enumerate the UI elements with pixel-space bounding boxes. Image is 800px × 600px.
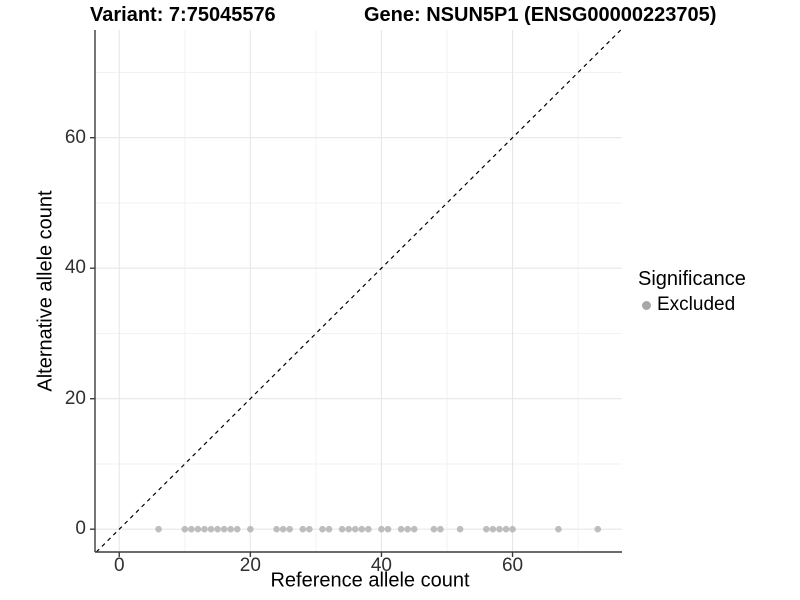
- data-point: [181, 525, 189, 533]
- data-point: [201, 525, 208, 533]
- data-point: [194, 525, 202, 533]
- identity-dashed-line: [95, 29, 622, 553]
- legend-title: Significance: [638, 268, 746, 290]
- legend-item-excluded: Excluded: [638, 294, 746, 316]
- data-point: [188, 525, 195, 533]
- data-point: [214, 525, 221, 533]
- data-point: [345, 525, 352, 533]
- x-axis-label: Reference allele count: [270, 569, 470, 592]
- legend: Significance Excluded: [638, 268, 746, 316]
- x-tick-label: 60: [501, 555, 524, 576]
- legend-item-label: Excluded: [657, 294, 736, 315]
- data-point: [437, 525, 444, 533]
- data-point: [338, 525, 346, 533]
- data-point: [273, 525, 280, 533]
- data-point: [594, 525, 602, 533]
- x-tick-label: 20: [239, 555, 261, 576]
- data-point: [306, 525, 313, 533]
- data-point: [404, 525, 411, 533]
- plot-panel: [90, 29, 622, 557]
- y-tick-label: 60: [64, 126, 86, 148]
- data-point: [319, 525, 326, 533]
- data-point: [456, 525, 464, 533]
- data-point: [207, 525, 215, 533]
- data-point: [247, 525, 254, 533]
- gene-title: Gene: NSUN5P1 (ENSG00000223705): [364, 4, 717, 26]
- x-tick-label: 40: [370, 555, 393, 576]
- data-point: [483, 525, 490, 533]
- data-point: [286, 525, 293, 533]
- data-point: [397, 525, 405, 533]
- data-point: [279, 525, 287, 533]
- data-point: [358, 525, 366, 533]
- excluded-point-icon: [642, 300, 651, 310]
- y-axis-label: Alternative allele count: [34, 190, 57, 392]
- data-point: [299, 525, 307, 533]
- data-point: [155, 525, 162, 533]
- data-point: [220, 525, 228, 533]
- data-point: [325, 525, 333, 533]
- data-point: [430, 525, 438, 533]
- y-tick-label: 40: [64, 257, 86, 279]
- data-point: [233, 525, 241, 533]
- data-point: [227, 525, 234, 533]
- data-point: [384, 525, 392, 533]
- x-tick-label: 0: [113, 555, 125, 576]
- data-point: [489, 525, 497, 533]
- data-point: [410, 525, 418, 533]
- data-point: [555, 525, 562, 533]
- data-point: [509, 525, 516, 533]
- y-tick-label: 0: [75, 518, 86, 540]
- data-point: [496, 525, 503, 533]
- variant-title: Variant: 7:75045576: [90, 4, 276, 26]
- data-point: [351, 525, 359, 533]
- data-point: [365, 525, 372, 533]
- data-point: [378, 525, 385, 533]
- data-point: [502, 525, 510, 533]
- y-tick-label: 20: [64, 387, 86, 409]
